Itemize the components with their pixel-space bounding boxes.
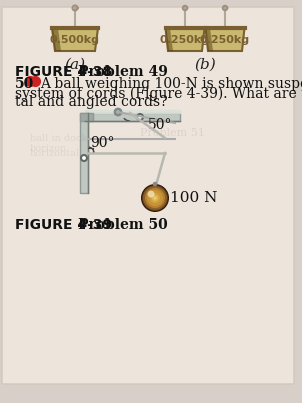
Text: 100 N: 100 N <box>170 191 217 205</box>
Text: 50: 50 <box>15 77 34 91</box>
Circle shape <box>81 155 87 161</box>
Circle shape <box>150 193 160 203</box>
Text: Problem 50: Problem 50 <box>78 218 168 232</box>
Circle shape <box>145 188 165 208</box>
Text: horizon: horizon <box>30 143 67 153</box>
Text: FIGURE 4-39: FIGURE 4-39 <box>15 218 112 232</box>
Circle shape <box>147 191 154 197</box>
FancyBboxPatch shape <box>80 113 88 193</box>
Text: system of cords (Figure 4-39). What are the tensions in the horizon-: system of cords (Figure 4-39). What are … <box>15 86 302 100</box>
Text: Problem 49: Problem 49 <box>78 65 168 79</box>
Text: FIGURE 4-38: FIGURE 4-38 <box>15 65 112 79</box>
Text: 50°: 50° <box>148 118 172 132</box>
Polygon shape <box>205 28 213 51</box>
Circle shape <box>137 114 143 120</box>
Circle shape <box>142 185 168 211</box>
Circle shape <box>153 197 156 199</box>
Polygon shape <box>205 28 244 51</box>
Text: 90°: 90° <box>90 136 114 150</box>
Text: ball in dock: ball in dock <box>30 134 87 143</box>
Circle shape <box>147 190 163 206</box>
Text: (a): (a) <box>64 57 85 71</box>
Circle shape <box>143 186 167 210</box>
Text: 0.250kg: 0.250kg <box>160 35 210 45</box>
Polygon shape <box>52 28 98 51</box>
Polygon shape <box>165 28 173 51</box>
FancyBboxPatch shape <box>2 7 294 384</box>
Text: Problem 51: Problem 51 <box>140 128 205 138</box>
Text: (b): (b) <box>194 57 216 71</box>
Text: 0.250kg: 0.250kg <box>200 35 250 45</box>
FancyBboxPatch shape <box>85 113 180 121</box>
Circle shape <box>152 195 158 201</box>
Text: 0.500kg: 0.500kg <box>50 35 100 45</box>
Polygon shape <box>52 28 61 51</box>
Circle shape <box>141 184 169 212</box>
Text: horizontal: horizontal <box>30 149 80 158</box>
Text: A ball weighing 100-N is shown suspended from a: A ball weighing 100-N is shown suspended… <box>40 77 302 91</box>
FancyBboxPatch shape <box>80 113 93 121</box>
Text: tal and angled cords?: tal and angled cords? <box>15 95 167 109</box>
Polygon shape <box>165 28 204 51</box>
